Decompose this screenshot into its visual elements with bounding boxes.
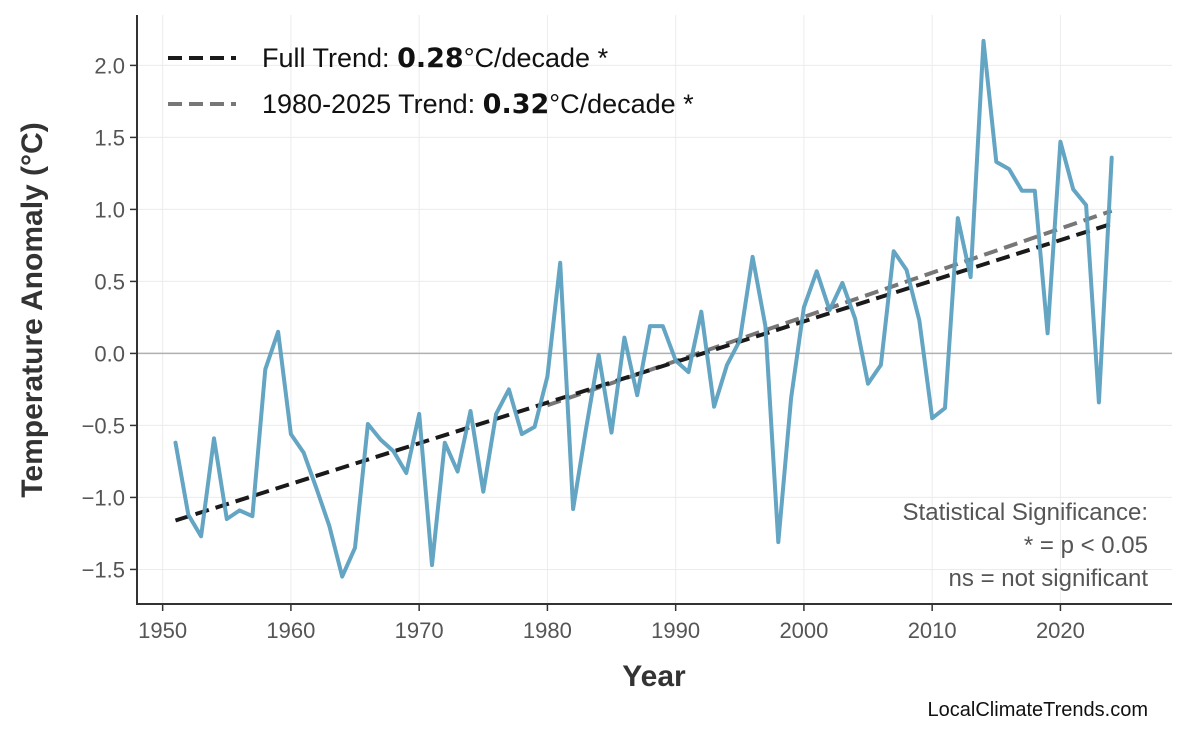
x-axis-label: Year [622,660,686,693]
note-line: ns = not significant [949,565,1149,592]
x-tick-label: 2000 [779,618,828,643]
y-tick-label: 1.5 [94,125,125,150]
x-tick-label: 1960 [266,618,315,643]
significance-note: Statistical Significance: * = p < 0.05 n… [903,499,1149,592]
axes [130,15,1172,611]
note-line: * = p < 0.05 [1024,532,1148,559]
y-tick-label: −0.5 [82,413,125,438]
trend-line [174,221,1113,523]
x-tick-label: 1970 [395,618,444,643]
legend-label-1980-trend: 1980-2025 Trend: 0.32°C/decade * [262,89,694,120]
y-tick-label: −1.0 [82,485,125,510]
y-tick-label: −1.5 [82,557,125,582]
x-tick-label: 1980 [523,618,572,643]
x-tick-label: 2010 [908,618,957,643]
y-tick-label: 0.5 [94,269,125,294]
x-tick-label: 1950 [138,618,187,643]
credit-text: LocalClimateTrends.com [928,699,1148,721]
temperature-anomaly-line [173,38,1114,579]
y-tick-label: 1.0 [94,197,125,222]
x-tick-label: 2020 [1036,618,1085,643]
legend-label-full-trend: Full Trend: 0.28°C/decade * [262,43,609,74]
note-line: Statistical Significance: [903,499,1148,526]
legend: Full Trend: 0.28°C/decade * 1980-2025 Tr… [168,43,694,120]
y-axis-label: Temperature Anomaly (°C) [16,122,49,497]
x-tick-labels: 1950 1960 1970 1980 1990 2000 2010 2020 [138,618,1085,643]
y-tick-label: 0.0 [94,341,125,366]
x-tick-label: 1990 [651,618,700,643]
y-tick-labels: −1.5 −1.0 −0.5 0.0 0.5 1.0 1.5 2.0 [82,53,125,582]
y-tick-label: 2.0 [94,53,125,78]
